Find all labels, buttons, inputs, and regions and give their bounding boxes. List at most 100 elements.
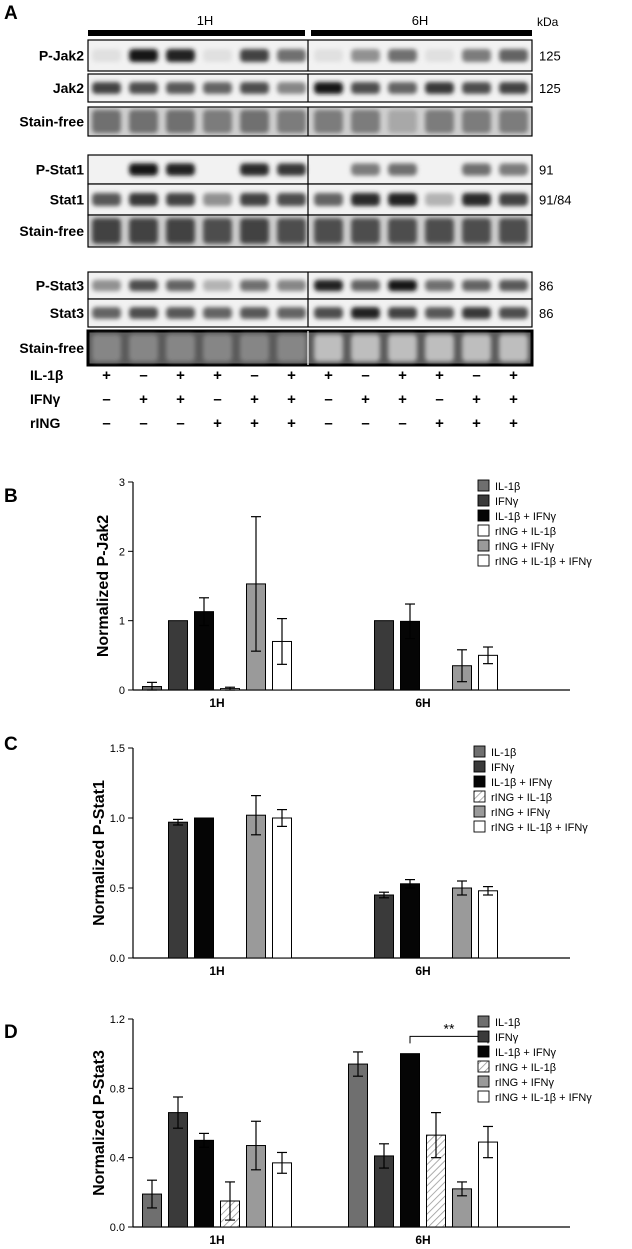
treatment-mark: +: [250, 415, 259, 432]
bar: [194, 817, 214, 959]
blot-band: [166, 82, 195, 94]
blot-band: [166, 192, 195, 207]
panel-letter: D: [4, 1022, 18, 1043]
treatment-mark: +: [398, 391, 407, 408]
blot-frame: [87, 183, 533, 216]
panel-letter-a: A: [4, 3, 18, 24]
blot-frame: [87, 271, 533, 300]
blot-band: [277, 307, 306, 319]
blot-band: [351, 82, 380, 94]
blot-band: [240, 279, 269, 292]
blot-frame: [86, 329, 534, 367]
legend-swatch: [477, 1015, 490, 1028]
chart-b: B 0 1 2 3 Normalized P-Jak2 1H 6H IL-1β IFNγ IL-1β…: [4, 477, 592, 710]
blot-band: [277, 334, 306, 362]
legend-label: IFNγ: [495, 1032, 519, 1044]
y-tick-label: 0.0: [110, 953, 125, 965]
bar: [246, 814, 266, 959]
treatment-mark: –: [435, 391, 443, 408]
y-tick-label: 1.0: [110, 813, 125, 825]
legend-label: IL-1β + IFNγ: [491, 777, 553, 789]
legend-swatch: [473, 790, 486, 803]
blot-band: [462, 48, 491, 63]
blot-band: [499, 163, 528, 176]
blot-band: [425, 334, 454, 362]
bar: [478, 890, 498, 959]
blot-band: [203, 82, 232, 94]
blot-band: [166, 279, 195, 292]
blot-band: [240, 334, 269, 362]
blot-band: [462, 279, 491, 292]
blot-band: [388, 48, 417, 63]
legend-label: rING + IL-1β + IFNγ: [495, 1092, 592, 1104]
bar: [400, 883, 420, 959]
bar: [348, 1063, 368, 1228]
blot-band: [92, 279, 121, 292]
blot-band: [166, 109, 195, 134]
blot-band: [462, 307, 491, 319]
bar: [194, 1139, 214, 1228]
blot-kda: 125: [539, 49, 561, 64]
chart-d: D 0.0 0.4 0.8 1.2 Normalized P-Stat3 1H 6H ** IL-…: [4, 1014, 592, 1247]
significance-label: **: [444, 1020, 455, 1036]
blot-frame: [87, 106, 533, 137]
treatment-mark: +: [435, 367, 444, 384]
y-tick-label: 0: [119, 685, 125, 697]
treatment-mark: –: [176, 415, 184, 432]
blot-band: [351, 48, 380, 63]
y-tick-label: 1.5: [110, 743, 125, 755]
treatment-label: IFNγ: [30, 391, 61, 407]
legend-label: rING + IFNγ: [495, 1077, 554, 1089]
treatment-mark: +: [509, 415, 518, 432]
legend-label: IL-1β: [495, 481, 520, 493]
legend-swatch: [477, 509, 490, 522]
blot-band: [462, 163, 491, 176]
treatment-mark: +: [287, 391, 296, 408]
blot-band: [277, 218, 306, 244]
blot-band: [351, 192, 380, 207]
blot-band: [203, 48, 232, 63]
blot-band: [240, 48, 269, 63]
blot-label: Stat3: [50, 305, 84, 321]
y-tick-label: 1.2: [110, 1014, 125, 1026]
blot-band: [166, 48, 195, 63]
blot-band: [314, 334, 343, 362]
treatment-mark: +: [287, 367, 296, 384]
blot-band: [277, 82, 306, 94]
blot-band: [129, 218, 158, 244]
bar: [168, 620, 188, 691]
legend-swatch: [477, 494, 490, 507]
blot-label: P-Jak2: [39, 48, 84, 64]
blot-label: Stain-free: [19, 114, 84, 130]
blot-band: [388, 218, 417, 244]
legend-label: rING + IL-1β: [495, 1062, 556, 1074]
blot-band: [166, 218, 195, 244]
time-bar-1h: [88, 30, 305, 36]
significance-bracket: [409, 1035, 489, 1044]
x-category-label: 6H: [415, 696, 430, 710]
blot-band: [388, 109, 417, 134]
blot-band: [351, 109, 380, 134]
blot-band: [277, 163, 306, 176]
blot-frame: [87, 73, 533, 103]
blot-band: [499, 307, 528, 319]
blot-kda: 86: [539, 279, 553, 294]
blot-band: [351, 218, 380, 244]
treatment-mark: –: [139, 415, 147, 432]
blot-band: [499, 82, 528, 94]
blot-band: [92, 218, 121, 244]
y-tick-label: 1: [119, 616, 125, 628]
blot-band: [129, 48, 158, 63]
blot-band: [92, 307, 121, 319]
bar: [168, 821, 188, 959]
treatment-mark: +: [287, 415, 296, 432]
blot-kda: 91/84: [539, 193, 572, 208]
blot-band: [499, 109, 528, 134]
blot-band: [166, 307, 195, 319]
x-category-label: 1H: [209, 696, 224, 710]
y-tick-label: 0.5: [110, 883, 125, 895]
legend-label: rING + IL-1β + IFNγ: [491, 822, 588, 834]
bar: [272, 817, 292, 959]
bar: [374, 894, 394, 959]
